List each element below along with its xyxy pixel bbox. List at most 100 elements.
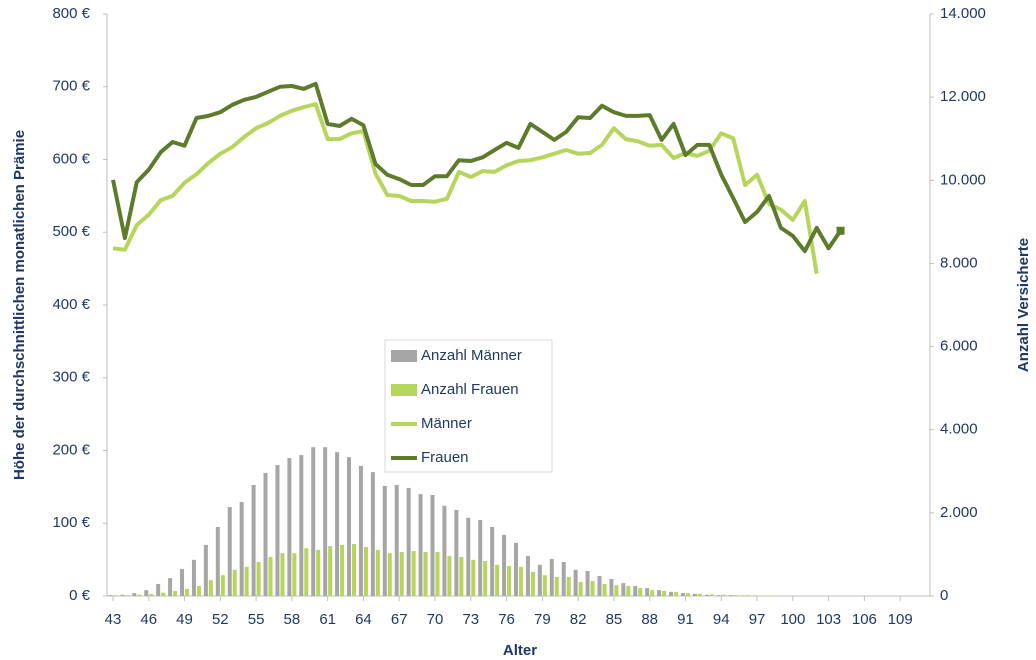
line bbox=[111, 81, 843, 254]
bar bbox=[363, 546, 368, 596]
x-tick-label: 88 bbox=[641, 611, 658, 628]
bar bbox=[614, 585, 619, 596]
y2-tick-label: 12.000 bbox=[940, 88, 986, 105]
legend-label: Anzahl Männer bbox=[421, 347, 522, 364]
bar bbox=[173, 591, 178, 596]
bar bbox=[519, 566, 523, 596]
line-end-marker bbox=[836, 226, 845, 235]
bar bbox=[435, 551, 440, 596]
y-tick-label: 400 € bbox=[52, 296, 90, 313]
bar bbox=[299, 455, 304, 596]
y2-tick-label: 14.000 bbox=[940, 5, 986, 22]
legend-swatch bbox=[391, 350, 417, 362]
x-tick-label: 76 bbox=[498, 611, 515, 628]
x-tick-label: 100 bbox=[780, 611, 805, 628]
bar bbox=[268, 556, 273, 596]
bar bbox=[137, 594, 142, 596]
bar bbox=[733, 595, 738, 596]
bar bbox=[507, 566, 512, 596]
bar bbox=[466, 517, 471, 596]
bar bbox=[375, 549, 380, 596]
bar bbox=[180, 568, 185, 596]
bar bbox=[358, 465, 363, 596]
bar bbox=[745, 595, 750, 596]
bar bbox=[220, 575, 225, 596]
bar bbox=[514, 542, 518, 596]
bar bbox=[335, 452, 340, 596]
bar bbox=[423, 551, 428, 596]
bar bbox=[156, 583, 161, 596]
bar bbox=[323, 447, 328, 596]
bar bbox=[328, 546, 333, 596]
bar bbox=[185, 588, 190, 596]
x-axis-title: Alter bbox=[503, 642, 537, 659]
x-tick-label: 79 bbox=[534, 611, 551, 628]
y2-tick-label: 2.000 bbox=[940, 504, 978, 521]
bar bbox=[602, 583, 607, 596]
bar bbox=[626, 586, 631, 596]
bar bbox=[704, 594, 709, 596]
bar bbox=[280, 553, 285, 596]
bar bbox=[609, 578, 614, 596]
bar bbox=[530, 571, 535, 596]
x-tick-label: 70 bbox=[427, 611, 444, 628]
x-tick-label: 58 bbox=[284, 611, 301, 628]
bar bbox=[304, 548, 309, 596]
bar bbox=[709, 594, 714, 596]
y-tick-label: 0 € bbox=[69, 587, 91, 604]
y2-tick-label: 4.000 bbox=[940, 421, 978, 438]
bar bbox=[161, 592, 166, 596]
y-axis-title: Höhe der durchschnittlichen monatlichen … bbox=[11, 130, 28, 480]
bar bbox=[108, 595, 113, 596]
bar bbox=[120, 594, 125, 596]
bar bbox=[721, 594, 726, 596]
bar bbox=[447, 556, 452, 596]
bar bbox=[316, 549, 321, 596]
bar bbox=[191, 559, 196, 596]
x-tick-label: 94 bbox=[713, 611, 730, 628]
bar bbox=[633, 586, 638, 596]
bar bbox=[196, 586, 201, 596]
bar bbox=[239, 502, 244, 596]
y2-axis-title: Anzahl Versicherte bbox=[1015, 238, 1032, 372]
x-tick-label: 103 bbox=[816, 611, 841, 628]
bar bbox=[454, 509, 459, 596]
bar bbox=[168, 578, 173, 596]
bar bbox=[113, 595, 118, 596]
y2-tick-label: 8.000 bbox=[940, 254, 978, 271]
y2-tick-label: 0 bbox=[940, 587, 948, 604]
bar bbox=[263, 472, 268, 596]
bar bbox=[382, 485, 387, 596]
bar bbox=[566, 576, 571, 596]
bar bbox=[578, 581, 583, 596]
y-tick-label: 800 € bbox=[52, 5, 90, 22]
bar bbox=[573, 569, 578, 596]
bar bbox=[232, 569, 237, 596]
bar bbox=[657, 590, 662, 596]
bar bbox=[549, 559, 554, 596]
bar bbox=[144, 590, 149, 596]
bar bbox=[227, 507, 232, 596]
bar bbox=[352, 544, 357, 596]
bar bbox=[287, 457, 292, 596]
y-tick-label: 300 € bbox=[52, 369, 90, 386]
bar bbox=[251, 485, 256, 596]
bar bbox=[347, 457, 352, 596]
bar bbox=[132, 593, 137, 596]
bar bbox=[554, 576, 559, 596]
x-tick-label: 91 bbox=[677, 611, 694, 628]
bar bbox=[483, 561, 488, 596]
bar bbox=[459, 556, 464, 596]
bar bbox=[292, 553, 297, 596]
x-tick-label: 82 bbox=[570, 611, 587, 628]
bar bbox=[561, 561, 566, 596]
y-tick-label: 100 € bbox=[52, 514, 90, 531]
x-tick-label: 109 bbox=[888, 611, 913, 628]
x-tick-label: 97 bbox=[749, 611, 766, 628]
bar bbox=[478, 519, 483, 596]
bar bbox=[685, 593, 690, 596]
y2-tick-label: 6.000 bbox=[940, 338, 978, 355]
bar bbox=[590, 581, 595, 596]
bar bbox=[411, 551, 416, 596]
